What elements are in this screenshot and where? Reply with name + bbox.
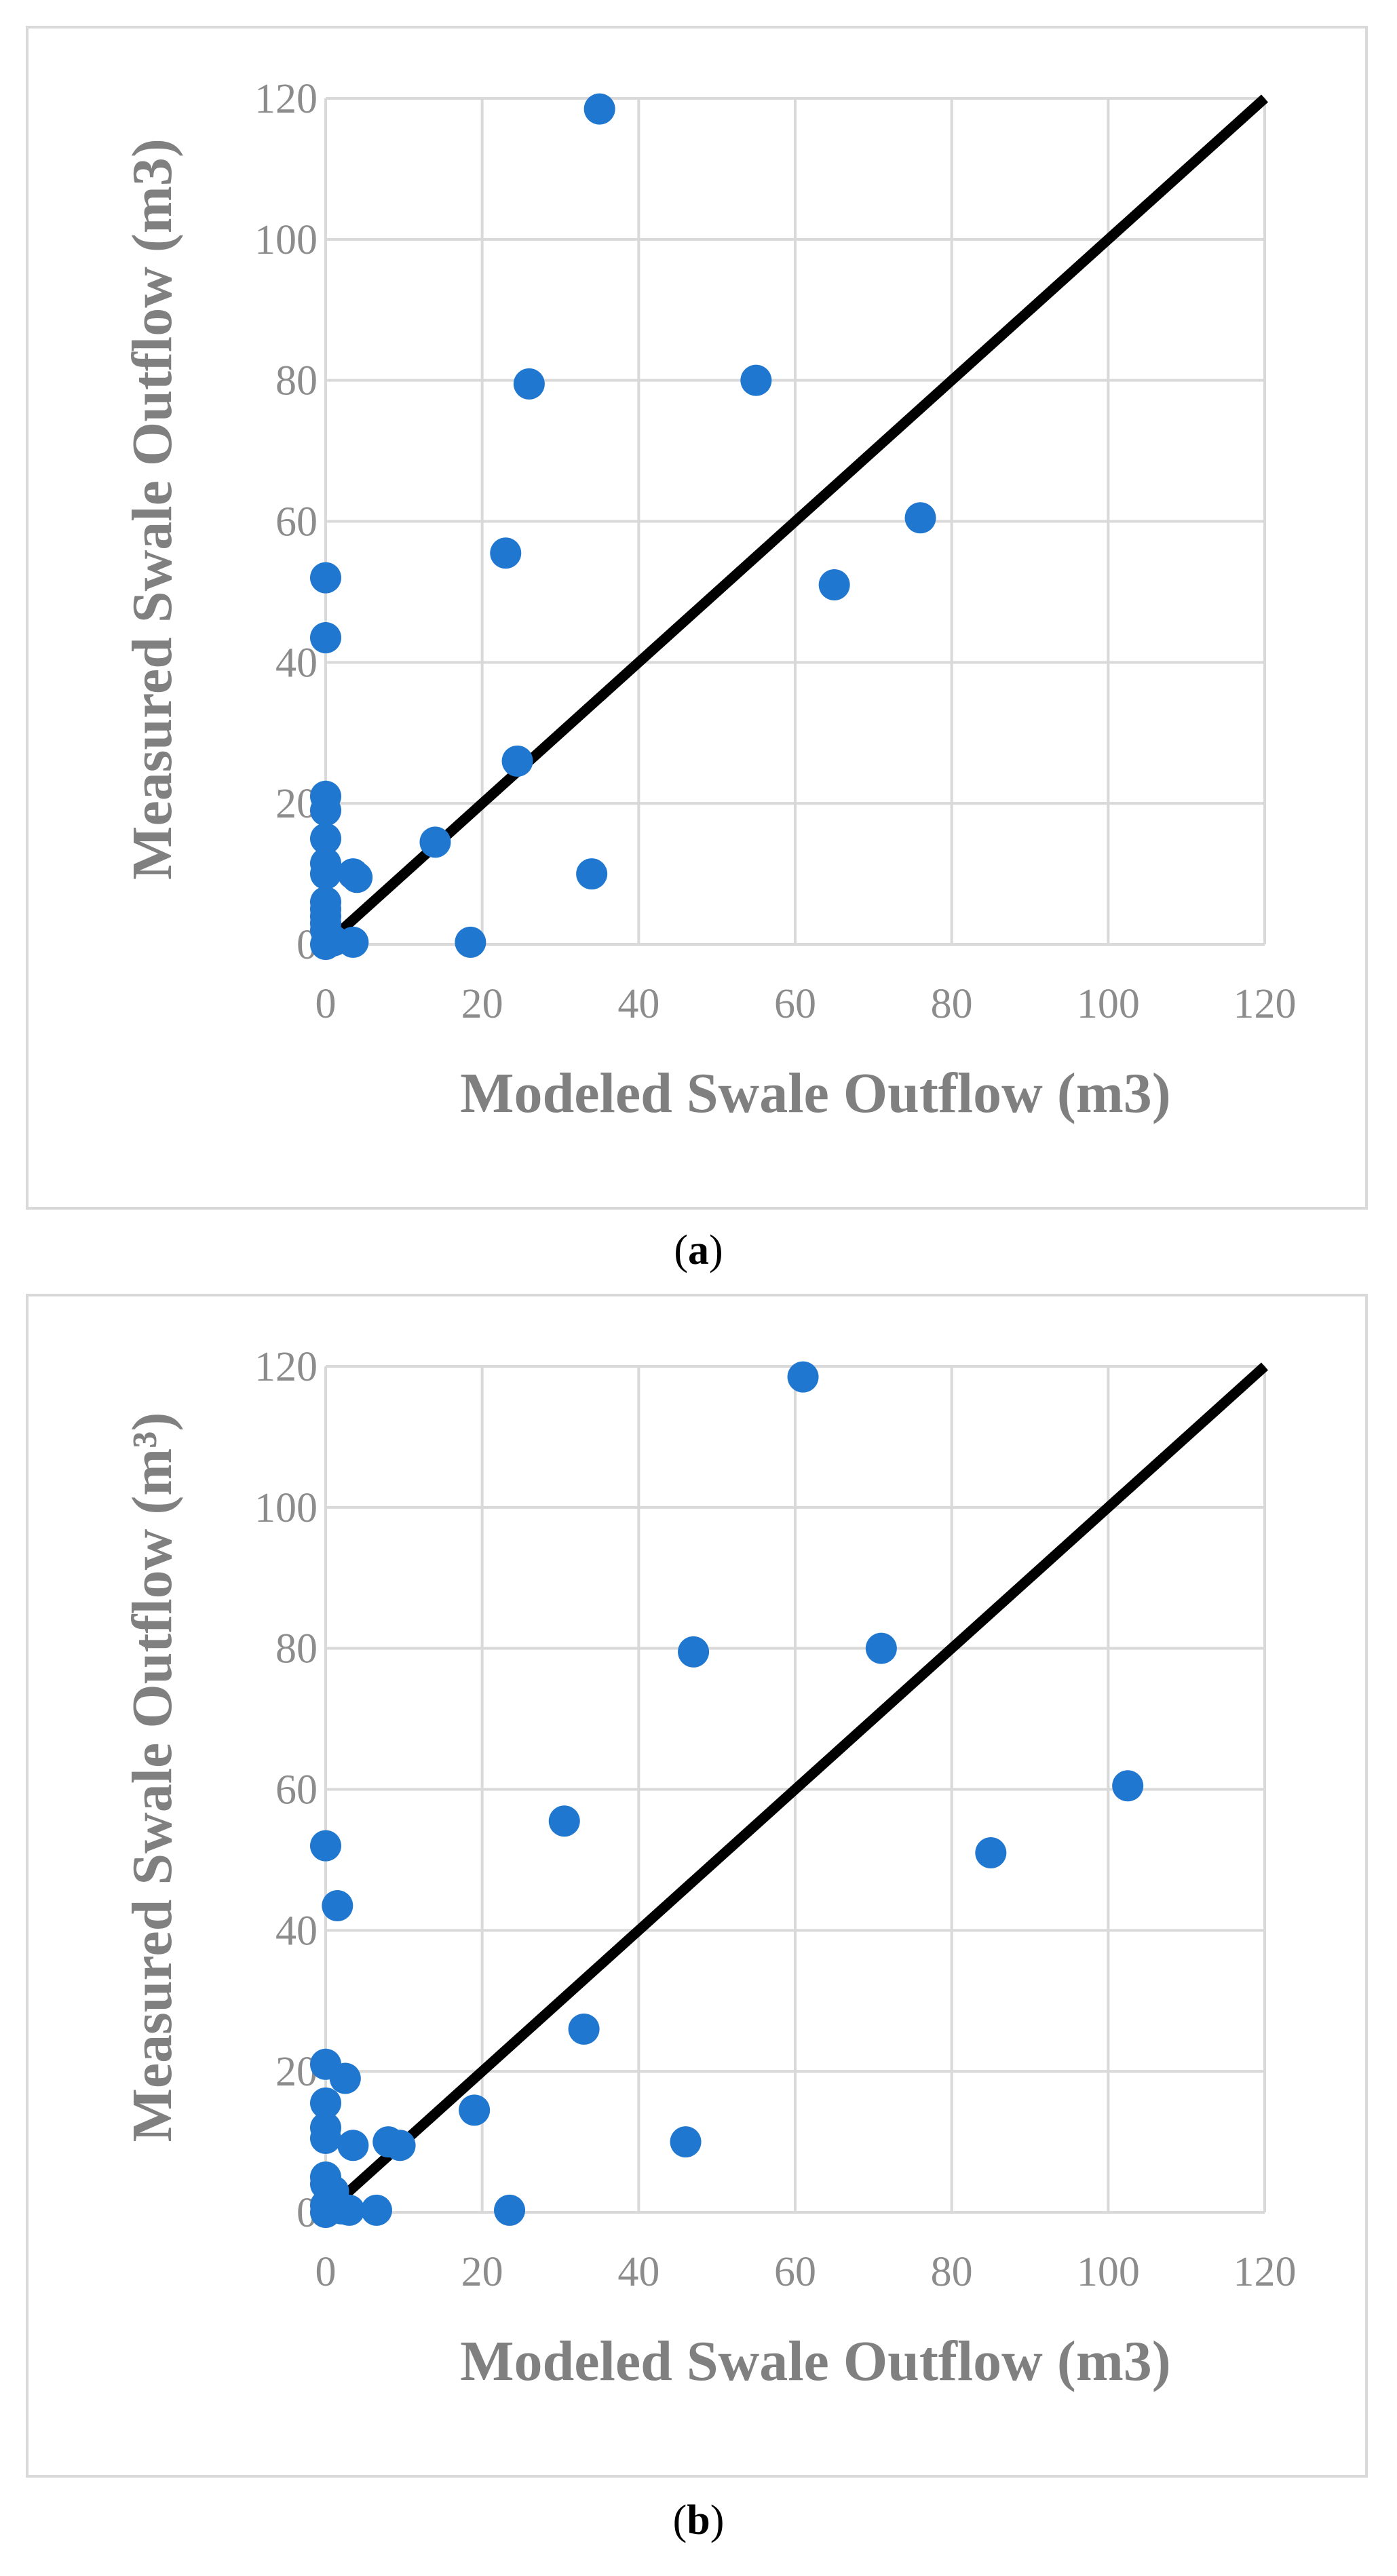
data-point: [583, 93, 615, 125]
data-point: [568, 2013, 600, 2045]
y-axis-title: Measured Swale Outflow (m³): [121, 1412, 184, 2142]
y-tick-label: 120: [254, 1344, 318, 1390]
data-point: [576, 858, 608, 890]
y-tick-label: 120: [254, 76, 318, 122]
data-point: [333, 2194, 365, 2226]
caption-b-letter: b: [687, 2497, 710, 2543]
data-point: [818, 569, 850, 601]
x-tick-label: 120: [1233, 2249, 1297, 2295]
caption-a: (a): [674, 1227, 723, 1273]
y-tick-label: 100: [254, 217, 318, 263]
data-point: [337, 2130, 369, 2161]
data-point: [678, 1636, 710, 1668]
reference-line: [322, 1362, 1269, 2216]
data-point: [513, 368, 545, 400]
x-tick-label: 40: [617, 981, 659, 1027]
y-tick-label: 80: [275, 358, 318, 404]
data-point: [975, 1837, 1007, 1869]
chart-panel-a: 0 20 40 60 80 100 120 0 20 40 60 80 100 120 Modeled Sw…: [26, 26, 1368, 1210]
chart-panel-b: 0 20 40 60 80 100 120 0 20 40 60 80 100 120 Modeled Sw…: [26, 1294, 1368, 2478]
data-point: [341, 862, 373, 893]
y-tick-label: 80: [275, 1626, 318, 1672]
data-point: [501, 745, 533, 777]
x-tick-label: 120: [1233, 981, 1297, 1027]
reference-line: [322, 94, 1269, 948]
data-point: [310, 823, 341, 855]
data-point: [865, 1632, 897, 1664]
data-point: [310, 2122, 341, 2154]
x-tick-label: 40: [617, 2249, 659, 2295]
data-point: [310, 929, 341, 960]
x-tick-label: 80: [931, 2249, 973, 2295]
data-point: [494, 2194, 526, 2226]
y-tick-label: 60: [275, 499, 318, 545]
x-tick-label: 60: [774, 2249, 816, 2295]
data-point: [548, 1805, 580, 1837]
data-point: [310, 621, 341, 653]
x-tick-label: 20: [461, 2249, 503, 2295]
x-tick-label: 60: [774, 981, 816, 1027]
y-tick-label: 100: [254, 1485, 318, 1531]
data-point: [459, 2094, 491, 2126]
data-point: [310, 2087, 341, 2119]
data-point: [310, 562, 341, 594]
y-tick-label: 20: [275, 2049, 318, 2095]
y-tick-label: 40: [275, 1908, 318, 1954]
x-tick-label: 100: [1077, 2249, 1140, 2295]
data-point: [337, 926, 369, 958]
caption-b: (b): [672, 2497, 725, 2543]
data-point: [787, 1361, 819, 1393]
data-point: [310, 794, 341, 826]
x-tick-label: 0: [315, 981, 337, 1027]
data-point: [904, 502, 936, 534]
data-point: [329, 2062, 361, 2094]
data-point: [384, 2130, 416, 2161]
data-point: [670, 2126, 702, 2158]
data-point: [1112, 1770, 1144, 1802]
data-point: [310, 1830, 341, 1862]
y-tick-label: 60: [275, 1767, 318, 1813]
y-tick-label: 20: [275, 781, 318, 827]
data-point: [740, 364, 772, 396]
caption-a-letter: a: [688, 1227, 709, 1273]
data-point: [455, 926, 486, 958]
data-point: [490, 537, 522, 569]
x-tick-label: 0: [315, 2249, 337, 2295]
data-point: [322, 1889, 353, 1921]
x-tick-label: 20: [461, 981, 503, 1027]
x-tick-label: 100: [1077, 981, 1140, 1027]
x-axis-title: Modeled Swale Outflow (m3): [460, 2330, 1171, 2393]
data-point: [310, 858, 341, 890]
x-axis-title: Modeled Swale Outflow (m3): [460, 1062, 1171, 1125]
data-point: [419, 826, 451, 858]
data-point: [360, 2194, 392, 2226]
y-axis-title: Measured Swale Outflow (m3): [121, 138, 184, 880]
x-tick-label: 80: [931, 981, 973, 1027]
y-tick-label: 40: [275, 640, 318, 686]
